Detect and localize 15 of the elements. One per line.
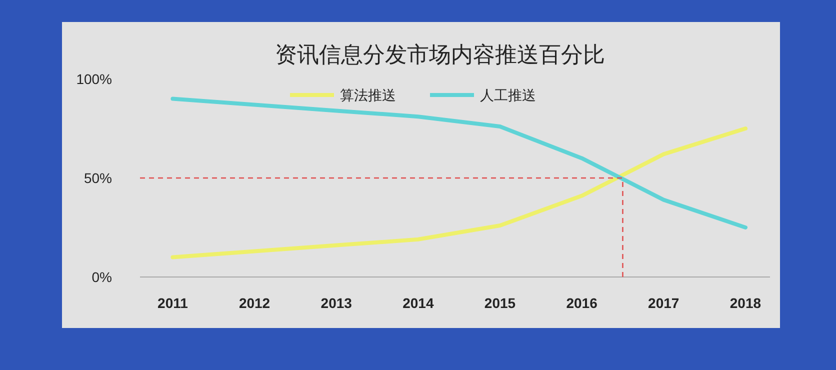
x-tick-label: 2016 (566, 295, 598, 311)
legend-label: 算法推送 (340, 87, 396, 103)
y-tick-label: 100% (76, 71, 112, 87)
line-series (170, 126, 748, 260)
x-tick-label: 2012 (238, 295, 270, 311)
chart-title: 资讯信息分发市场内容推送百分比 (275, 42, 605, 67)
x-tick-label: 2018 (730, 295, 762, 311)
y-tick-label: 0% (92, 269, 112, 285)
x-tick-label: 2013 (320, 295, 352, 311)
x-tick-label: 2015 (484, 295, 516, 311)
y-tick-label: 50% (84, 170, 112, 186)
x-tick-label: 2011 (158, 295, 188, 311)
x-tick-label: 2017 (648, 295, 680, 311)
x-tick-label: 2014 (402, 295, 434, 311)
legend-label: 人工推送 (480, 87, 536, 103)
